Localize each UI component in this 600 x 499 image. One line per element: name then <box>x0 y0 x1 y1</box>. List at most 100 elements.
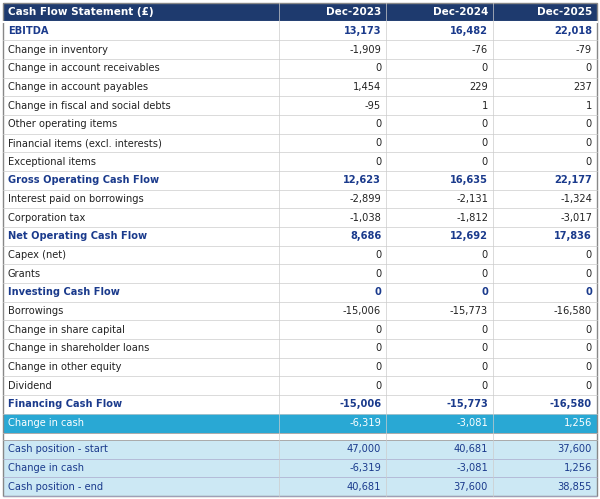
Text: 0: 0 <box>375 362 381 372</box>
Bar <box>493 171 597 190</box>
Text: 1: 1 <box>586 101 592 111</box>
Bar <box>279 78 386 96</box>
Text: 0: 0 <box>586 362 592 372</box>
Text: -6,319: -6,319 <box>349 463 381 473</box>
Bar <box>493 115 597 134</box>
Bar <box>493 302 597 320</box>
Bar <box>3 78 279 96</box>
Bar <box>3 96 279 115</box>
Text: 0: 0 <box>375 63 381 73</box>
Text: -2,131: -2,131 <box>456 194 488 204</box>
Text: Change in other equity: Change in other equity <box>8 362 121 372</box>
Text: Dec-2025: Dec-2025 <box>537 7 592 17</box>
Text: 13,173: 13,173 <box>344 26 381 36</box>
Text: 22,018: 22,018 <box>554 26 592 36</box>
Bar <box>279 433 386 440</box>
Text: 40,681: 40,681 <box>454 444 488 454</box>
Text: Corporation tax: Corporation tax <box>8 213 85 223</box>
Bar <box>386 264 493 283</box>
Text: 0: 0 <box>375 119 381 129</box>
Text: 0: 0 <box>482 269 488 279</box>
Text: -15,006: -15,006 <box>339 400 381 410</box>
Bar <box>386 339 493 358</box>
Bar <box>493 264 597 283</box>
Bar <box>386 320 493 339</box>
Text: 38,855: 38,855 <box>557 482 592 492</box>
Bar <box>279 478 386 496</box>
Text: 37,600: 37,600 <box>454 482 488 492</box>
Text: -16,580: -16,580 <box>550 400 592 410</box>
Text: 0: 0 <box>375 138 381 148</box>
Bar <box>386 171 493 190</box>
Bar <box>279 40 386 59</box>
Text: Dividend: Dividend <box>8 381 52 391</box>
Bar <box>279 246 386 264</box>
Bar <box>279 302 386 320</box>
Text: Financial items (excl. interests): Financial items (excl. interests) <box>8 138 162 148</box>
Text: 0: 0 <box>482 157 488 167</box>
Text: -95: -95 <box>365 101 381 111</box>
Text: 0: 0 <box>375 325 381 335</box>
Bar <box>493 246 597 264</box>
Bar <box>386 283 493 302</box>
Text: 0: 0 <box>586 269 592 279</box>
Bar <box>386 459 493 478</box>
Bar <box>386 134 493 152</box>
Bar <box>3 283 279 302</box>
Bar <box>386 59 493 78</box>
Text: Dec-2024: Dec-2024 <box>433 7 488 17</box>
Bar <box>386 478 493 496</box>
Text: 37,600: 37,600 <box>557 444 592 454</box>
Bar <box>279 21 386 40</box>
Bar <box>493 96 597 115</box>
Text: 0: 0 <box>482 362 488 372</box>
Bar <box>386 3 493 21</box>
Text: 0: 0 <box>482 325 488 335</box>
Bar <box>493 40 597 59</box>
Bar <box>493 227 597 246</box>
Bar <box>493 459 597 478</box>
Bar <box>386 376 493 395</box>
Text: 0: 0 <box>586 381 592 391</box>
Bar <box>3 478 279 496</box>
Text: 8,686: 8,686 <box>350 232 381 242</box>
Bar <box>493 414 597 433</box>
Bar <box>493 433 597 440</box>
Bar <box>493 478 597 496</box>
Text: -15,773: -15,773 <box>450 306 488 316</box>
Text: 40,681: 40,681 <box>347 482 381 492</box>
Bar <box>3 358 279 376</box>
Text: 0: 0 <box>374 287 381 297</box>
Text: 0: 0 <box>586 343 592 353</box>
Text: Net Operating Cash Flow: Net Operating Cash Flow <box>8 232 147 242</box>
Text: Change in shareholder loans: Change in shareholder loans <box>8 343 149 353</box>
Text: Investing Cash Flow: Investing Cash Flow <box>8 287 120 297</box>
Text: -6,319: -6,319 <box>349 418 381 428</box>
Text: 0: 0 <box>482 138 488 148</box>
Bar <box>3 21 279 40</box>
Text: 0: 0 <box>482 63 488 73</box>
Text: 0: 0 <box>482 119 488 129</box>
Text: -15,006: -15,006 <box>343 306 381 316</box>
Text: 0: 0 <box>586 63 592 73</box>
Bar <box>279 59 386 78</box>
Text: -1,038: -1,038 <box>349 213 381 223</box>
Text: -3,081: -3,081 <box>456 418 488 428</box>
Bar <box>3 302 279 320</box>
Text: -2,899: -2,899 <box>349 194 381 204</box>
Bar <box>3 320 279 339</box>
Bar <box>3 433 279 440</box>
Text: Borrowings: Borrowings <box>8 306 64 316</box>
Text: 0: 0 <box>586 325 592 335</box>
Bar <box>279 414 386 433</box>
Bar <box>279 171 386 190</box>
Text: 229: 229 <box>469 82 488 92</box>
Bar <box>386 440 493 459</box>
Text: 1,256: 1,256 <box>564 418 592 428</box>
Bar <box>3 134 279 152</box>
Bar <box>279 395 386 414</box>
Bar <box>493 376 597 395</box>
Text: Change in inventory: Change in inventory <box>8 45 108 55</box>
Bar <box>279 190 386 209</box>
Text: 0: 0 <box>586 119 592 129</box>
